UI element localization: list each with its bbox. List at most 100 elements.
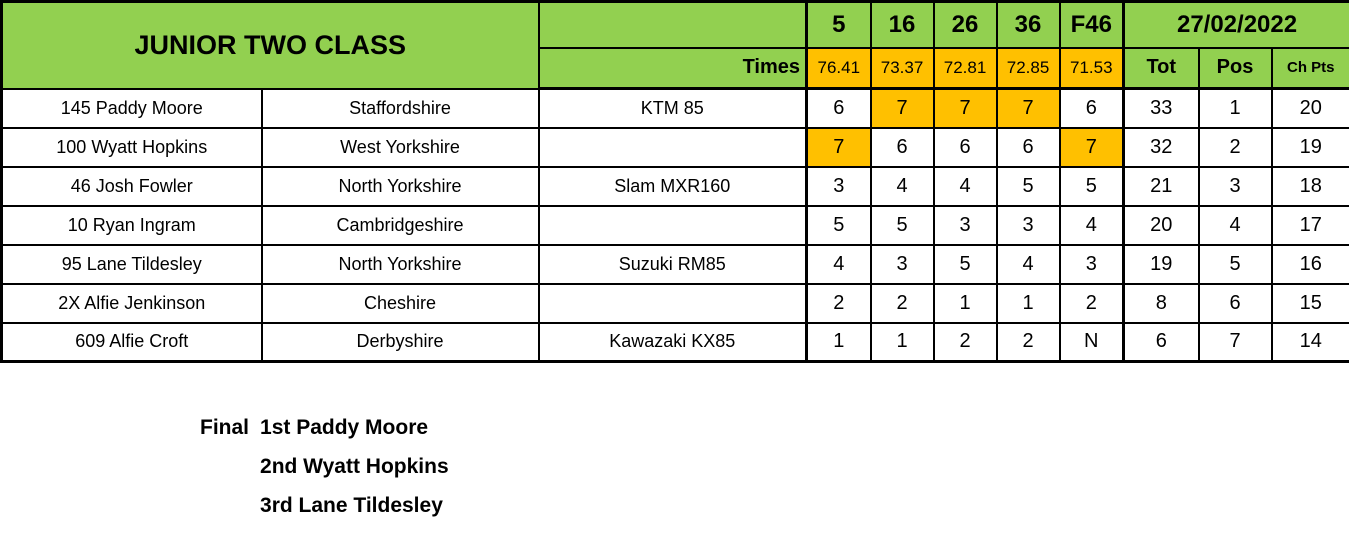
chpts-cell: 15 — [1272, 284, 1349, 323]
position-cell: 5 — [1199, 245, 1272, 284]
chpts-cell: 16 — [1272, 245, 1349, 284]
chpts-cell: 18 — [1272, 167, 1349, 206]
total-cell: 33 — [1124, 89, 1199, 128]
table-row: 95 Lane Tildesley North Yorkshire Suzuki… — [2, 245, 1349, 284]
county-cell: Cheshire — [262, 284, 539, 323]
bike-cell: Slam MXR160 — [539, 167, 807, 206]
total-cell: 19 — [1124, 245, 1199, 284]
table-row: 2X Alfie Jenkinson Cheshire 2 2 1 1 2 8 … — [2, 284, 1349, 323]
total-cell: 20 — [1124, 206, 1199, 245]
table-row: 100 Wyatt Hopkins West Yorkshire 7 6 6 6… — [2, 128, 1349, 167]
bike-cell: KTM 85 — [539, 89, 807, 128]
chpts-cell: 17 — [1272, 206, 1349, 245]
score-cell: 6 — [1060, 89, 1124, 128]
score-cell: 7 — [934, 89, 997, 128]
section-header: 5 — [807, 2, 871, 48]
section-header: 16 — [871, 2, 934, 48]
time-cell: 71.53 — [1060, 48, 1124, 89]
rider-cell: 95 Lane Tildesley — [2, 245, 262, 284]
rider-cell: 145 Paddy Moore — [2, 89, 262, 128]
score-cell: 7 — [997, 89, 1060, 128]
score-cell: 3 — [934, 206, 997, 245]
bike-cell — [539, 284, 807, 323]
score-cell: 4 — [997, 245, 1060, 284]
score-cell: 6 — [871, 128, 934, 167]
total-header: Tot — [1124, 48, 1199, 89]
rider-cell: 2X Alfie Jenkinson — [2, 284, 262, 323]
total-cell: 21 — [1124, 167, 1199, 206]
final-results: Final 1st Paddy Moore 2nd Wyatt Hopkins … — [200, 416, 1349, 533]
results-table: JUNIOR TWO CLASS 5 16 26 36 F46 27/02/20… — [0, 0, 1349, 363]
total-cell: 6 — [1124, 323, 1199, 362]
score-cell: 3 — [1060, 245, 1124, 284]
score-cell: 5 — [871, 206, 934, 245]
event-date: 27/02/2022 — [1124, 2, 1349, 48]
score-cell: 1 — [997, 284, 1060, 323]
final-first-place: 1st Paddy Moore — [260, 416, 449, 440]
time-cell: 72.81 — [934, 48, 997, 89]
empty-header-cell — [539, 2, 807, 48]
position-header: Pos — [1199, 48, 1272, 89]
chpts-cell: 19 — [1272, 128, 1349, 167]
score-cell: 1 — [807, 323, 871, 362]
score-cell: 2 — [934, 323, 997, 362]
score-cell: 6 — [807, 89, 871, 128]
final-third-place: 3rd Lane Tildesley — [260, 494, 449, 518]
bike-cell: Suzuki RM85 — [539, 245, 807, 284]
rider-cell: 100 Wyatt Hopkins — [2, 128, 262, 167]
score-cell: 7 — [871, 89, 934, 128]
position-cell: 1 — [1199, 89, 1272, 128]
score-cell: 6 — [997, 128, 1060, 167]
table-row: 10 Ryan Ingram Cambridgeshire 5 5 3 3 4 … — [2, 206, 1349, 245]
bike-cell: Kawazaki KX85 — [539, 323, 807, 362]
score-cell: 3 — [871, 245, 934, 284]
score-cell: 5 — [1060, 167, 1124, 206]
time-cell: 73.37 — [871, 48, 934, 89]
score-cell: 3 — [997, 206, 1060, 245]
position-cell: 2 — [1199, 128, 1272, 167]
header-row-sections: JUNIOR TWO CLASS 5 16 26 36 F46 27/02/20… — [2, 2, 1349, 48]
bike-cell — [539, 206, 807, 245]
score-cell: 6 — [934, 128, 997, 167]
position-cell: 4 — [1199, 206, 1272, 245]
score-cell: N — [1060, 323, 1124, 362]
score-cell: 7 — [807, 128, 871, 167]
times-label: Times — [539, 48, 807, 89]
section-header: 26 — [934, 2, 997, 48]
score-cell: 5 — [807, 206, 871, 245]
score-cell: 2 — [1060, 284, 1124, 323]
score-cell: 1 — [934, 284, 997, 323]
final-second-place: 2nd Wyatt Hopkins — [260, 455, 449, 479]
table-row: 609 Alfie Croft Derbyshire Kawazaki KX85… — [2, 323, 1349, 362]
position-cell: 7 — [1199, 323, 1272, 362]
score-cell: 4 — [1060, 206, 1124, 245]
score-cell: 4 — [807, 245, 871, 284]
final-placings: 1st Paddy Moore 2nd Wyatt Hopkins 3rd La… — [260, 416, 449, 533]
time-cell: 72.85 — [997, 48, 1060, 89]
county-cell: Derbyshire — [262, 323, 539, 362]
table-row: 46 Josh Fowler North Yorkshire Slam MXR1… — [2, 167, 1349, 206]
champ-points-header: Ch Pts — [1272, 48, 1349, 89]
score-cell: 2 — [997, 323, 1060, 362]
score-cell: 5 — [997, 167, 1060, 206]
county-cell: West Yorkshire — [262, 128, 539, 167]
score-cell: 1 — [871, 323, 934, 362]
county-cell: Cambridgeshire — [262, 206, 539, 245]
section-header: F46 — [1060, 2, 1124, 48]
rider-cell: 10 Ryan Ingram — [2, 206, 262, 245]
final-label: Final — [200, 416, 249, 440]
score-cell: 5 — [934, 245, 997, 284]
time-cell: 76.41 — [807, 48, 871, 89]
rider-cell: 46 Josh Fowler — [2, 167, 262, 206]
score-cell: 4 — [934, 167, 997, 206]
position-cell: 3 — [1199, 167, 1272, 206]
county-cell: Staffordshire — [262, 89, 539, 128]
table-row: 145 Paddy Moore Staffordshire KTM 85 6 7… — [2, 89, 1349, 128]
section-header: 36 — [997, 2, 1060, 48]
county-cell: North Yorkshire — [262, 167, 539, 206]
chpts-cell: 20 — [1272, 89, 1349, 128]
class-title: JUNIOR TWO CLASS — [2, 2, 539, 89]
rider-cell: 609 Alfie Croft — [2, 323, 262, 362]
score-cell: 3 — [807, 167, 871, 206]
chpts-cell: 14 — [1272, 323, 1349, 362]
